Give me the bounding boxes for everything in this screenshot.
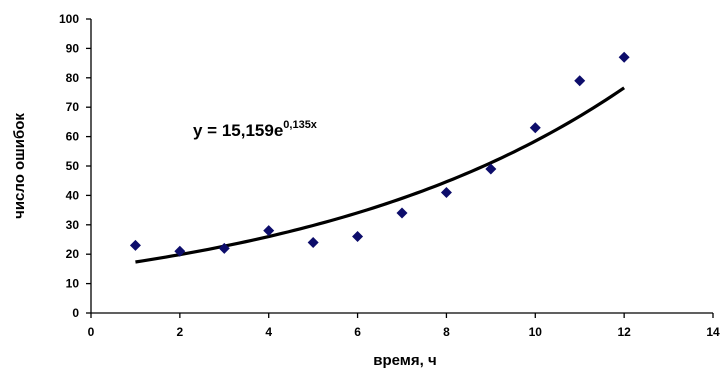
y-tick-label: 0 [72,306,79,320]
y-tick-label: 50 [66,159,80,173]
y-tick-label: 80 [66,71,80,85]
y-tick-label: 40 [66,188,80,202]
data-point [352,231,364,243]
data-point [440,186,452,198]
y-axis-title: число ошибок [11,113,28,219]
y-tick-label: 10 [66,277,80,291]
y-tick-label: 100 [59,12,79,26]
data-point [485,163,497,175]
trendline-equation-exponent: 0,135x [283,119,318,131]
x-tick-label: 14 [706,325,720,339]
data-point [218,242,230,254]
y-tick-label: 20 [66,247,80,261]
x-tick-label: 10 [529,325,543,339]
x-tick-label: 8 [443,325,450,339]
data-point [574,75,586,87]
x-ticks: 0 2 4 6 8 10 12 14 [88,313,720,339]
x-tick-label: 12 [617,325,631,339]
data-point [129,239,141,251]
y-tick-label: 70 [66,100,80,114]
y-tick-label: 60 [66,130,80,144]
x-tick-label: 4 [265,325,272,339]
trendline-equation-main: y = 15,159e [193,121,283,140]
trendline [135,86,626,264]
y-tick-label: 30 [66,218,80,232]
x-tick-label: 2 [177,325,184,339]
data-point [529,122,541,134]
trendline-equation: y = 15,159e0,135x [193,119,318,140]
x-tick-label: 0 [88,325,95,339]
x-tick-label: 6 [354,325,361,339]
data-point [307,236,319,248]
data-point [396,207,408,219]
x-axis-title: время, ч [373,352,436,369]
y-tick-label: 90 [66,41,80,55]
data-point [174,245,186,257]
plot-area [90,19,713,314]
y-ticks: 0 10 20 30 40 50 60 70 80 90 100 [59,12,91,320]
data-point [263,225,275,237]
data-points [129,51,630,257]
data-point [618,51,630,63]
